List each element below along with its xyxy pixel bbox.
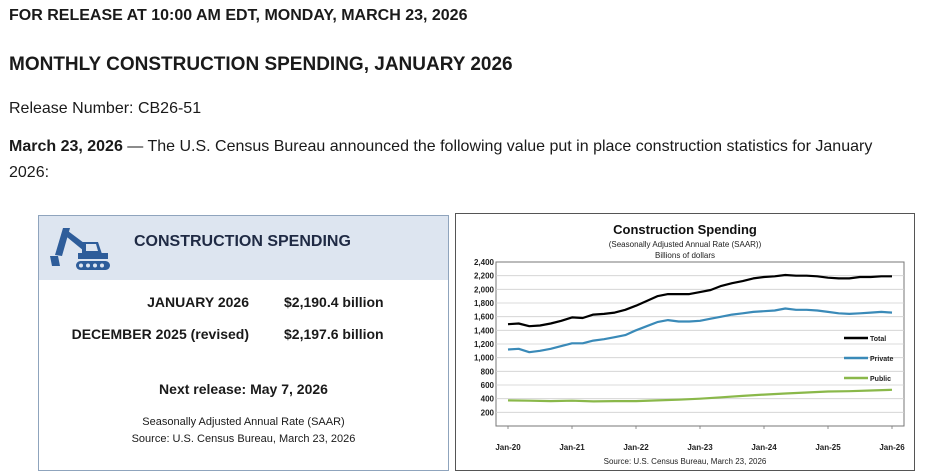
y-tick-label: 1,600 <box>474 313 495 322</box>
series-line-private <box>507 307 893 354</box>
release-line: FOR RELEASE AT 10:00 AM EDT, MONDAY, MAR… <box>9 7 468 24</box>
chart-title: Construction Spending <box>613 222 757 237</box>
x-tick-label: Jan-24 <box>751 443 777 452</box>
legend-label-total: Total <box>870 336 886 343</box>
series-line-public <box>507 388 893 403</box>
source-note: Source: U.S. Census Bureau, March 23, 20… <box>131 433 356 445</box>
legend-label-private: Private <box>870 356 893 363</box>
row-value-december: $2,197.6 billion <box>284 326 384 342</box>
y-tick-label: 200 <box>481 408 495 417</box>
next-release: Next release: May 7, 2026 <box>159 381 328 397</box>
y-tick-label: 1,800 <box>474 299 495 308</box>
row-label-january: JANUARY 2026 <box>147 294 249 310</box>
series-line-total <box>507 273 892 328</box>
y-tick-label: 1,400 <box>474 326 495 335</box>
chart-source: Source: U.S. Census Bureau, March 23, 20… <box>604 457 767 466</box>
x-tick-label: Jan-25 <box>815 443 841 452</box>
construction-spending-chart: Construction Spending (Seasonally Adjust… <box>474 222 905 466</box>
chart-subtitle: (Seasonally Adjusted Annual Rate (SAAR)) <box>609 240 762 249</box>
y-tick-label: 2,400 <box>474 258 495 267</box>
y-tick-label: 400 <box>481 395 495 404</box>
x-tick-label: Jan-23 <box>687 443 713 452</box>
intro-paragraph: March 23, 2026 — The U.S. Census Bureau … <box>9 134 889 186</box>
chart-unit-label: Billions of dollars <box>655 251 715 260</box>
x-tick-label: Jan-20 <box>495 443 521 452</box>
summary-box: CONSTRUCTION SPENDING JANUARY 2026 $2,19… <box>38 215 449 471</box>
y-tick-label: 800 <box>481 367 495 376</box>
release-number: Release Number: CB26-51 <box>9 100 202 117</box>
y-tick-label: 2,000 <box>474 285 495 294</box>
summary-header: CONSTRUCTION SPENDING <box>39 216 448 280</box>
page-title: MONTHLY CONSTRUCTION SPENDING, JANUARY 2… <box>9 54 513 75</box>
intro-date: March 23, 2026 <box>9 138 123 155</box>
chart-box: Construction Spending (Seasonally Adjust… <box>455 213 915 471</box>
y-tick-label: 1,200 <box>474 340 495 349</box>
summary-title: CONSTRUCTION SPENDING <box>134 233 351 250</box>
row-value-january: $2,190.4 billion <box>284 294 384 310</box>
x-tick-label: Jan-26 <box>879 443 905 452</box>
excavator-icon <box>50 228 110 270</box>
legend-label-public: Public <box>870 376 891 383</box>
y-tick-label: 1,000 <box>474 354 495 363</box>
saar-note: Seasonally Adjusted Annual Rate (SAAR) <box>142 416 345 428</box>
y-tick-label: 2,200 <box>474 272 495 281</box>
x-tick-label: Jan-22 <box>623 443 649 452</box>
row-label-december: DECEMBER 2025 (revised) <box>71 326 249 342</box>
y-tick-label: 600 <box>481 381 495 390</box>
intro-text: — The U.S. Census Bureau announced the f… <box>9 138 873 181</box>
x-tick-label: Jan-21 <box>559 443 585 452</box>
